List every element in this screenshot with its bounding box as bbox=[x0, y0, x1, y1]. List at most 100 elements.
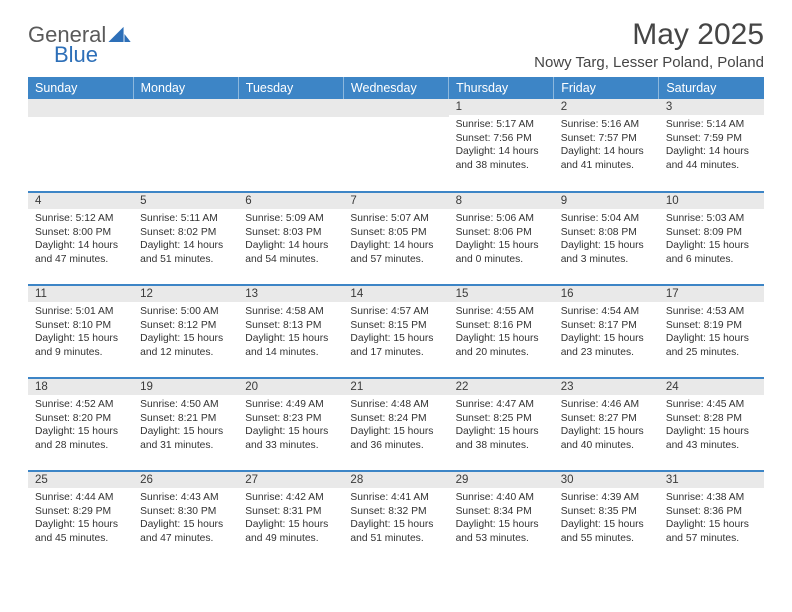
daylight-text-1: Daylight: 15 hours bbox=[350, 425, 444, 439]
sunrise-text: Sunrise: 5:01 AM bbox=[35, 305, 129, 319]
day-number: 11 bbox=[28, 286, 133, 302]
sunrise-text: Sunrise: 5:06 AM bbox=[456, 212, 550, 226]
day-number: 1 bbox=[449, 99, 554, 115]
daylight-text-1: Daylight: 15 hours bbox=[456, 239, 550, 253]
daylight-text-1: Daylight: 15 hours bbox=[561, 239, 655, 253]
location-text: Nowy Targ, Lesser Poland, Poland bbox=[534, 54, 764, 71]
daylight-text-1: Daylight: 15 hours bbox=[456, 332, 550, 346]
daylight-text-1: Daylight: 15 hours bbox=[350, 332, 444, 346]
daylight-text-1: Daylight: 14 hours bbox=[666, 145, 760, 159]
daylight-text-1: Daylight: 15 hours bbox=[561, 518, 655, 532]
day-cell: 24Sunrise: 4:45 AMSunset: 8:28 PMDayligh… bbox=[659, 378, 764, 471]
day-header-sunday: Sunday bbox=[28, 77, 133, 99]
day-number: 14 bbox=[343, 286, 448, 302]
daylight-text-1: Daylight: 15 hours bbox=[140, 332, 234, 346]
logo-text-blue: Blue bbox=[54, 44, 132, 66]
daylight-text-1: Daylight: 14 hours bbox=[561, 145, 655, 159]
day-details: Sunrise: 5:06 AMSunset: 8:06 PMDaylight:… bbox=[449, 209, 554, 268]
daylight-text-2: and 47 minutes. bbox=[140, 532, 234, 546]
daylight-text-2: and 20 minutes. bbox=[456, 346, 550, 360]
day-details: Sunrise: 4:55 AMSunset: 8:16 PMDaylight:… bbox=[449, 302, 554, 361]
sunrise-text: Sunrise: 4:41 AM bbox=[350, 491, 444, 505]
daylight-text-2: and 47 minutes. bbox=[35, 253, 129, 267]
daylight-text-2: and 0 minutes. bbox=[456, 253, 550, 267]
sunrise-text: Sunrise: 4:55 AM bbox=[456, 305, 550, 319]
sunset-text: Sunset: 8:20 PM bbox=[35, 412, 129, 426]
day-number: 12 bbox=[133, 286, 238, 302]
daylight-text-1: Daylight: 14 hours bbox=[35, 239, 129, 253]
day-number: 17 bbox=[659, 286, 764, 302]
day-details bbox=[343, 117, 448, 177]
day-header-wednesday: Wednesday bbox=[343, 77, 448, 99]
daylight-text-2: and 44 minutes. bbox=[666, 159, 760, 173]
day-header-row: Sunday Monday Tuesday Wednesday Thursday… bbox=[28, 77, 764, 99]
daylight-text-2: and 12 minutes. bbox=[140, 346, 234, 360]
day-cell: 9Sunrise: 5:04 AMSunset: 8:08 PMDaylight… bbox=[554, 192, 659, 285]
day-header-monday: Monday bbox=[133, 77, 238, 99]
day-details: Sunrise: 4:50 AMSunset: 8:21 PMDaylight:… bbox=[133, 395, 238, 454]
day-details bbox=[238, 117, 343, 177]
sunset-text: Sunset: 8:00 PM bbox=[35, 226, 129, 240]
daylight-text-1: Daylight: 14 hours bbox=[140, 239, 234, 253]
sunrise-text: Sunrise: 4:46 AM bbox=[561, 398, 655, 412]
sunrise-text: Sunrise: 4:47 AM bbox=[456, 398, 550, 412]
daylight-text-1: Daylight: 15 hours bbox=[666, 239, 760, 253]
day-details: Sunrise: 4:57 AMSunset: 8:15 PMDaylight:… bbox=[343, 302, 448, 361]
sunrise-text: Sunrise: 5:03 AM bbox=[666, 212, 760, 226]
day-details: Sunrise: 4:53 AMSunset: 8:19 PMDaylight:… bbox=[659, 302, 764, 361]
day-details bbox=[28, 117, 133, 177]
daylight-text-2: and 51 minutes. bbox=[350, 532, 444, 546]
day-details: Sunrise: 5:04 AMSunset: 8:08 PMDaylight:… bbox=[554, 209, 659, 268]
sunset-text: Sunset: 8:27 PM bbox=[561, 412, 655, 426]
day-number: 28 bbox=[343, 472, 448, 488]
day-cell: 1Sunrise: 5:17 AMSunset: 7:56 PMDaylight… bbox=[449, 99, 554, 192]
sunset-text: Sunset: 7:57 PM bbox=[561, 132, 655, 146]
day-cell: 30Sunrise: 4:39 AMSunset: 8:35 PMDayligh… bbox=[554, 471, 659, 564]
daylight-text-2: and 28 minutes. bbox=[35, 439, 129, 453]
sunrise-text: Sunrise: 4:49 AM bbox=[245, 398, 339, 412]
day-number bbox=[343, 99, 448, 117]
day-cell: 13Sunrise: 4:58 AMSunset: 8:13 PMDayligh… bbox=[238, 285, 343, 378]
day-number: 23 bbox=[554, 379, 659, 395]
sunset-text: Sunset: 8:03 PM bbox=[245, 226, 339, 240]
day-number: 20 bbox=[238, 379, 343, 395]
daylight-text-1: Daylight: 15 hours bbox=[666, 332, 760, 346]
day-cell: 25Sunrise: 4:44 AMSunset: 8:29 PMDayligh… bbox=[28, 471, 133, 564]
sunset-text: Sunset: 8:36 PM bbox=[666, 505, 760, 519]
day-cell: 11Sunrise: 5:01 AMSunset: 8:10 PMDayligh… bbox=[28, 285, 133, 378]
day-cell: 21Sunrise: 4:48 AMSunset: 8:24 PMDayligh… bbox=[343, 378, 448, 471]
sunset-text: Sunset: 8:10 PM bbox=[35, 319, 129, 333]
day-number: 29 bbox=[449, 472, 554, 488]
sunrise-text: Sunrise: 4:42 AM bbox=[245, 491, 339, 505]
sunset-text: Sunset: 8:15 PM bbox=[350, 319, 444, 333]
week-row: 25Sunrise: 4:44 AMSunset: 8:29 PMDayligh… bbox=[28, 471, 764, 564]
sunset-text: Sunset: 8:25 PM bbox=[456, 412, 550, 426]
day-cell: 4Sunrise: 5:12 AMSunset: 8:00 PMDaylight… bbox=[28, 192, 133, 285]
day-details: Sunrise: 4:42 AMSunset: 8:31 PMDaylight:… bbox=[238, 488, 343, 547]
week-row: 11 Sunrise: 5:01 AMSunset: 8:10 PM Dayligh… bbox=[28, 285, 764, 378]
daylight-text-1: Daylight: 15 hours bbox=[140, 425, 234, 439]
sunrise-text: Sunrise: 4:53 AM bbox=[666, 305, 760, 319]
day-details: Sunrise: 4:41 AMSunset: 8:32 PMDaylight:… bbox=[343, 488, 448, 547]
day-number: 5 bbox=[133, 193, 238, 209]
day-details: Sunrise: 4:54 AMSunset: 8:17 PMDaylight:… bbox=[554, 302, 659, 361]
daylight-text-2: and 6 minutes. bbox=[666, 253, 760, 267]
day-number bbox=[133, 99, 238, 117]
header: GeneralBlue May 2025 Nowy Targ, Lesser P… bbox=[28, 18, 764, 71]
day-cell: 23Sunrise: 4:46 AMSunset: 8:27 PMDayligh… bbox=[554, 378, 659, 471]
day-number: 21 bbox=[343, 379, 448, 395]
day-cell: 17Sunrise: 4:53 AMSunset: 8:19 PMDayligh… bbox=[659, 285, 764, 378]
sunset-text: Sunset: 8:13 PM bbox=[245, 319, 339, 333]
day-cell: 7Sunrise: 5:07 AMSunset: 8:05 PMDaylight… bbox=[343, 192, 448, 285]
sunset-text: Sunset: 8:16 PM bbox=[456, 319, 550, 333]
day-number: 22 bbox=[449, 379, 554, 395]
daylight-text-1: Daylight: 15 hours bbox=[666, 518, 760, 532]
daylight-text-2: and 51 minutes. bbox=[140, 253, 234, 267]
day-number: 2 bbox=[554, 99, 659, 115]
daylight-text-2: and 57 minutes. bbox=[666, 532, 760, 546]
daylight-text-2: and 43 minutes. bbox=[666, 439, 760, 453]
day-cell bbox=[343, 99, 448, 192]
daylight-text-2: and 33 minutes. bbox=[245, 439, 339, 453]
day-number: 8 bbox=[449, 193, 554, 209]
day-cell: 8Sunrise: 5:06 AMSunset: 8:06 PMDaylight… bbox=[449, 192, 554, 285]
